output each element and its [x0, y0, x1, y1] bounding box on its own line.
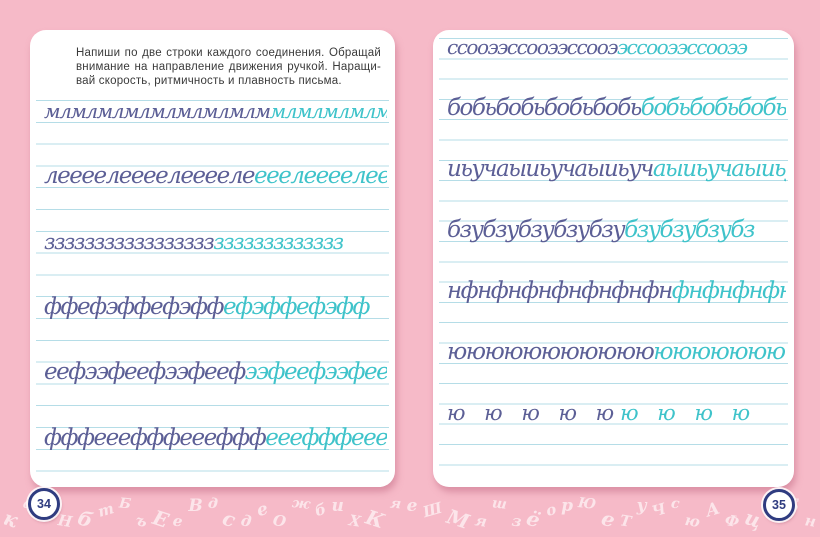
decorative-letter: А	[703, 498, 723, 522]
decorative-letter: ц	[741, 505, 765, 533]
decorative-letter: е	[598, 505, 618, 533]
sample-teal-ink: ззззззззззззз	[213, 230, 344, 254]
sample-teal-ink: ээфеефээфееф	[244, 359, 387, 385]
sample-dark-ink: ююююююююююю	[447, 339, 655, 365]
sample-teal-ink: ю ю ю ю	[620, 401, 757, 425]
sample-teal-ink: фнфнфнфнфнф	[671, 278, 786, 304]
decorative-letter: е	[406, 496, 418, 516]
decorative-letter: е	[254, 498, 271, 522]
decorative-letter: ж	[290, 495, 311, 513]
practice-row: ссооээссооээссооээссооээссооээ	[447, 31, 786, 63]
sample-dark-ink: млмлмлмлмлмлмлмлм	[44, 99, 271, 123]
decorative-letter: ъ	[135, 511, 149, 531]
decorative-letter: Н	[56, 511, 74, 531]
decorative-letter: о	[543, 499, 558, 521]
decorative-letter: Ш	[420, 498, 444, 522]
sample-dark-ink: ффефэффефэфф	[44, 294, 225, 320]
decorative-letter: К	[363, 504, 388, 534]
instruction-line-2: внимание на направление движения ручкой.…	[76, 61, 381, 73]
sample-teal-ink: эссооээссооээ	[616, 35, 748, 59]
sample-dark-ink: еефээфеефээфееф	[44, 359, 246, 385]
decorative-letter: ю	[683, 510, 702, 532]
decorative-letter: Т	[618, 511, 633, 531]
decorative-letter-strip: кафНбтБъЕеВдсдеОжбиХКяеШМяшзёорЮеТуЧсюАФ…	[4, 487, 816, 537]
sample-dark-ink: ю ю ю ю ю	[447, 401, 621, 425]
right-page: ссооээссооээссооээссооээссооээ бобьбобьб…	[433, 30, 794, 487]
practice-row: ю ю ю ю юю ю ю ю	[447, 397, 786, 429]
decorative-letter: б	[74, 505, 96, 533]
practice-row: бзубзубзубзубзубзубзубзубз	[447, 214, 786, 246]
decorative-letter: Ю	[577, 495, 598, 513]
sample-teal-ink: бобьбобьбобь	[640, 95, 786, 121]
decorative-letter: Е	[149, 505, 172, 533]
practice-row: нфнфнфнфнфнфнфнфнфнфнфнфнф	[447, 275, 786, 307]
decorative-letter: н	[803, 511, 816, 531]
decorative-letter: ё	[524, 505, 544, 533]
decorative-letter: я	[389, 495, 402, 513]
practice-row: млмлмлмлмлмлмлмлммлмлмлмлмлмлм	[44, 95, 387, 127]
decorative-letter: и	[331, 496, 344, 516]
sample-dark-ink: ззззззззззззззззз	[44, 230, 215, 254]
sample-dark-ink: нфнфнфнфнфнфнфн	[447, 278, 673, 304]
page-number-badge-right: 35	[763, 489, 795, 521]
decorative-letter: О	[271, 511, 288, 531]
decorative-letter: Ч	[649, 499, 669, 521]
decorative-letter: В	[188, 496, 203, 516]
decorative-letter: д	[207, 495, 219, 513]
sample-teal-ink: бзубзубзубз	[624, 217, 755, 243]
decorative-letter: Б	[118, 495, 132, 513]
sample-teal-ink: ююююююююю	[653, 339, 786, 365]
practice-row: леееелеееелеееелеееелеееелееее	[44, 160, 387, 192]
sample-dark-ink: бобьбобьбобьбобь	[447, 95, 642, 121]
sample-teal-ink: млмлмлмлмлмлм	[269, 99, 387, 123]
decorative-letter: Ф	[723, 510, 741, 532]
page-number-badge-left: 34	[28, 488, 60, 520]
practice-row: иьучаыиьучаыиьучаыиьучаыиьуч	[447, 153, 786, 185]
decorative-letter: е	[172, 511, 185, 531]
decorative-letter: ш	[491, 495, 508, 513]
decorative-letter: М	[444, 504, 473, 534]
decorative-letter: з	[511, 511, 524, 531]
decorative-letter: р	[561, 496, 573, 516]
sample-dark-ink: ссооээссооээссооэ	[447, 35, 618, 59]
decorative-letter: с	[219, 505, 239, 533]
practice-row: бобьбобьбобьбобьбобьбобьбобь	[447, 92, 786, 124]
decorative-letter: у	[636, 496, 647, 516]
practice-row: ффефэффефэффефэффефэфф	[44, 291, 387, 323]
sample-teal-ink: ефэффефэфф	[223, 294, 371, 320]
decorative-letter: Х	[347, 511, 363, 531]
instruction-line-1: Напиши по две строки каждого соединения.…	[76, 47, 381, 59]
decorative-letter: д	[239, 511, 253, 531]
decorative-letter: я	[473, 511, 489, 531]
sample-teal-ink: аыиьучаыиьуч	[652, 156, 786, 182]
decorative-letter: т	[95, 499, 116, 521]
instruction-line-3: вай скорость, ритмичность и плавность пи…	[76, 75, 342, 87]
instructions-text: Напиши по две строки каждого соединения.…	[76, 46, 381, 88]
ruled-lines-left	[36, 100, 389, 472]
sample-dark-ink: иьучаыиьучаыиьуч	[447, 156, 654, 182]
practice-row: фффееефффееефффееефффеееффф	[44, 422, 387, 454]
sample-dark-ink: леееелеееелееееле	[44, 163, 256, 189]
sample-dark-ink: бзубзубзубзубзу	[447, 217, 626, 243]
sample-teal-ink: ееелеееелееее	[254, 163, 387, 189]
sample-dark-ink: фффееефффеееффф	[44, 425, 267, 451]
decorative-letter: к	[4, 505, 21, 533]
sample-teal-ink: ееефффеееффф	[265, 425, 387, 451]
ruled-lines-right	[439, 38, 788, 466]
decorative-letter: с	[670, 495, 681, 513]
practice-row: зззззззззззззззззззззззззззззз	[44, 226, 387, 258]
decorative-letter: б	[312, 499, 329, 521]
left-page: Напиши по две строки каждого соединения.…	[30, 30, 395, 487]
